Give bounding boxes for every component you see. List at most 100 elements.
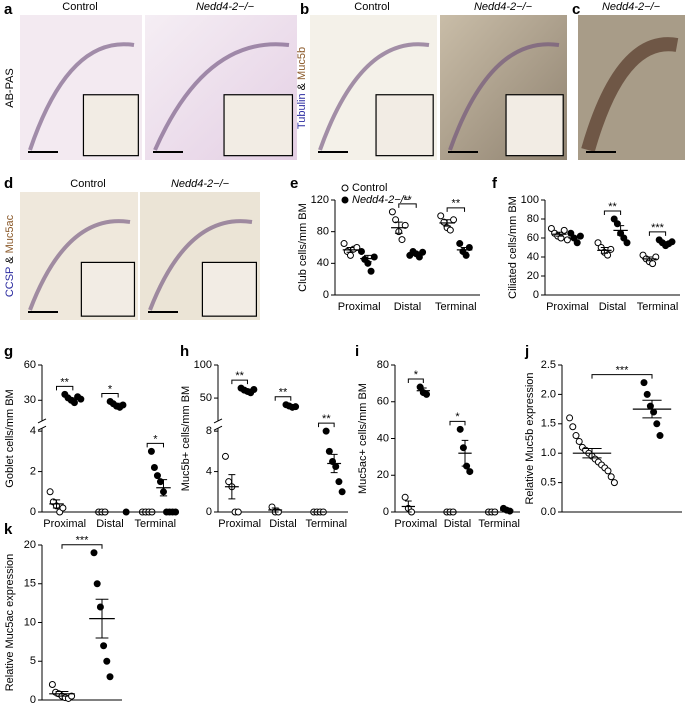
x-tick-label: Proximal — [394, 518, 437, 530]
stain-label: Tubulin & Muc5b — [296, 47, 308, 129]
error-bar — [461, 439, 469, 467]
data-point — [401, 493, 409, 501]
data-point — [122, 508, 130, 516]
data-point — [338, 488, 346, 496]
data-point — [456, 425, 464, 433]
error-bar — [95, 598, 109, 639]
x-tick-label: Terminal — [637, 301, 679, 313]
data-point — [450, 216, 458, 224]
inset — [82, 94, 139, 157]
significance-label: ** — [452, 198, 461, 210]
data-point — [150, 464, 158, 472]
error-bar — [443, 219, 451, 227]
y-tick-label: 4 — [30, 425, 36, 437]
error-bar — [159, 479, 168, 497]
x-tick-label: Distal — [96, 518, 124, 530]
y-tick-label: 80 — [377, 359, 389, 371]
significance-bracket — [231, 379, 248, 385]
y-tick-label: 100 — [194, 359, 212, 371]
error-bar — [405, 500, 412, 513]
error-bar — [55, 690, 69, 697]
error-bar — [645, 256, 653, 262]
error-bar — [582, 447, 602, 459]
significance-label: *** — [651, 222, 665, 234]
data-point — [388, 208, 396, 216]
significance-bracket — [591, 374, 653, 379]
significance-label: *** — [616, 365, 630, 377]
y-tick-label: 8 — [206, 425, 212, 437]
data-point — [416, 383, 424, 391]
x-tick-label: Distal — [269, 518, 297, 530]
error-bar — [114, 402, 122, 408]
data-point — [153, 472, 161, 480]
y-tick-label: 2.5 — [541, 359, 556, 371]
tissue — [448, 42, 560, 151]
data-point — [357, 247, 365, 255]
data-point — [346, 251, 354, 259]
error-bar — [228, 474, 236, 500]
x-tick-label: Terminal — [435, 301, 477, 313]
error-bar — [503, 508, 510, 512]
y-tick-label: 80 — [317, 226, 329, 238]
y-tick-label: 20 — [377, 469, 389, 481]
panel-header: Nedd4-2−/− — [196, 1, 255, 13]
panel-letter: g — [4, 343, 13, 360]
data-point — [567, 229, 575, 237]
data-point — [59, 504, 67, 512]
data-point — [594, 239, 602, 247]
data-point — [573, 239, 581, 247]
significance-bracket — [398, 203, 417, 208]
error-bar — [572, 235, 580, 241]
data-point — [610, 215, 618, 223]
error-bar — [330, 453, 338, 474]
panel-header: Control — [354, 1, 389, 13]
y-tick-label: 15 — [24, 578, 36, 590]
y-tick-label: 0.5 — [541, 477, 556, 489]
significance-label: ** — [322, 413, 331, 425]
error-bar — [271, 507, 279, 513]
panel-letter: f — [492, 175, 498, 192]
significance-label: *** — [76, 535, 90, 547]
data-point — [575, 437, 583, 445]
panel-letter: d — [4, 175, 13, 192]
significance-bracket — [274, 396, 292, 401]
data-point — [401, 221, 409, 229]
significance-bracket — [603, 210, 622, 215]
y-axis-label: Relative Muc5b expression — [524, 372, 536, 504]
tissue — [28, 42, 135, 151]
data-point — [48, 681, 56, 688]
data-point — [569, 423, 577, 431]
y-axis-label: Muc5b+ cells/mm BM — [180, 386, 192, 491]
x-tick-label: Distal — [394, 301, 422, 313]
error-bar — [617, 225, 625, 236]
significance-label: ** — [403, 194, 412, 206]
data-point — [398, 236, 406, 244]
data-point — [462, 251, 470, 259]
data-point — [572, 432, 580, 440]
inset — [223, 94, 294, 157]
data-point — [100, 642, 108, 650]
y-tick-label: 10 — [24, 616, 36, 628]
y-tick-label: 20 — [527, 270, 539, 282]
stain-name: AB-PAS — [4, 68, 16, 108]
legend-marker — [341, 184, 349, 192]
significance-label: ** — [60, 376, 69, 388]
data-point — [392, 216, 400, 224]
panel-letter: e — [290, 175, 298, 192]
data-point — [668, 238, 676, 246]
y-tick-label: 0.0 — [541, 506, 556, 518]
data-point — [604, 467, 612, 475]
y-tick-label: 100 — [521, 194, 539, 206]
error-bar — [412, 251, 421, 256]
stain-name: & — [296, 80, 308, 93]
data-point — [456, 240, 464, 248]
y-tick-label: 60 — [24, 359, 36, 371]
panel-header: Nedd4-2−/− — [474, 1, 533, 13]
significance-bracket — [407, 378, 424, 384]
error-bar — [287, 404, 295, 408]
error-bar — [52, 499, 61, 509]
stain-name: & — [4, 253, 16, 266]
inset — [375, 94, 434, 157]
data-point — [103, 657, 111, 665]
